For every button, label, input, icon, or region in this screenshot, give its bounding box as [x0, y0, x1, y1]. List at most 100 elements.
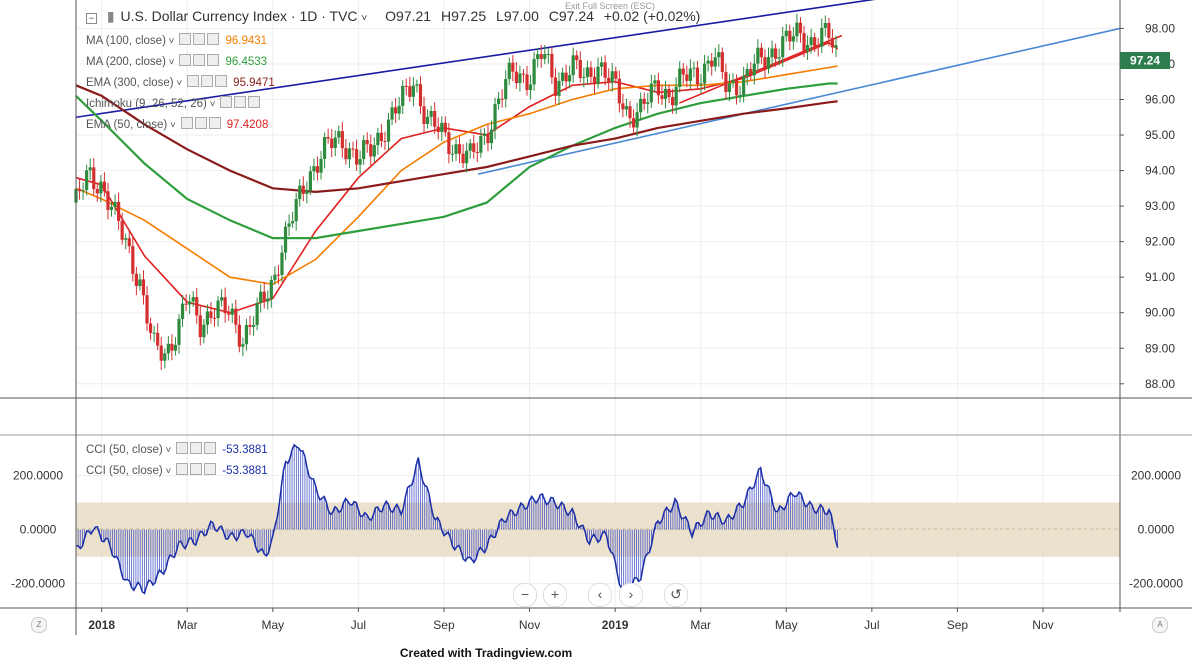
- candle-body: [621, 103, 625, 110]
- candle-body: [518, 73, 522, 84]
- chevron-down-icon[interactable]: ˅: [162, 466, 175, 477]
- legend-indicator-name[interactable]: MA (200, close): [86, 56, 166, 68]
- candle-body: [394, 107, 398, 114]
- scroll-right-button[interactable]: ›: [619, 583, 643, 607]
- legend-row[interactable]: Ichimoku (9, 26, 52, 26) ˅: [86, 96, 263, 112]
- legend-indicator-name[interactable]: EMA (50, close): [86, 119, 168, 131]
- chevron-down-icon[interactable]: ˅: [167, 120, 179, 131]
- settings-icon[interactable]: [234, 96, 247, 108]
- candle-body: [688, 68, 692, 81]
- candle-body: [425, 116, 430, 124]
- settings-icon[interactable]: [200, 75, 213, 87]
- legend-indicator-name[interactable]: CCI (50, close): [86, 444, 163, 456]
- price-tick-label: 93.00: [1145, 199, 1175, 213]
- candle-body: [216, 300, 220, 318]
- candle-body: [386, 119, 391, 142]
- candle-body: [383, 141, 387, 143]
- ohlc-low: L97.00: [496, 8, 539, 24]
- price-badge-value: 97.24: [1130, 54, 1160, 68]
- candle-body: [273, 274, 277, 280]
- candle-body: [734, 80, 739, 96]
- cci-histogram: [75, 444, 839, 594]
- legend-indicator-name[interactable]: CCI (50, close): [86, 465, 163, 477]
- close-icon[interactable]: [207, 33, 220, 45]
- eye-icon[interactable]: [220, 96, 233, 108]
- footer-credit: Created with Tradingview.com: [399, 646, 573, 660]
- ohlc-change: +0.02 (+0.02%): [603, 8, 701, 24]
- eye-icon[interactable]: [186, 75, 199, 87]
- candle-body: [301, 185, 305, 194]
- eye-icon[interactable]: [179, 33, 192, 45]
- candle-body: [628, 106, 632, 119]
- candle-body: [99, 181, 103, 194]
- candle-body: [457, 144, 462, 154]
- candle-body: [749, 69, 753, 76]
- zoom-in-button[interactable]: +: [543, 583, 567, 607]
- reset-chart-button[interactable]: ↺: [664, 583, 688, 607]
- candle-body: [631, 118, 636, 128]
- ohlc-open: O97.21: [385, 8, 432, 24]
- legend-indicator-value: 95.9471: [229, 77, 275, 89]
- candle-body: [805, 44, 810, 52]
- candle-body: [653, 80, 657, 84]
- auto-scale-right-icon[interactable]: A: [1152, 617, 1168, 633]
- legend-row[interactable]: EMA (300, close) ˅ 95.9471: [86, 75, 275, 91]
- settings-icon[interactable]: [190, 463, 203, 475]
- candle-body: [170, 343, 174, 351]
- exit-full-screen-hint[interactable]: Exit Full Screen (ESC): [565, 1, 656, 11]
- candle-body: [827, 23, 831, 38]
- eye-icon[interactable]: [180, 117, 193, 129]
- trendline: [478, 27, 1121, 175]
- candle-body: [326, 137, 330, 139]
- chevron-down-icon[interactable]: ˅: [165, 36, 178, 47]
- legend-row[interactable]: MA (100, close) ˅ 96.9431: [86, 33, 267, 49]
- candle-body: [333, 137, 337, 149]
- candle-body: [823, 23, 827, 28]
- scroll-left-button[interactable]: ‹: [588, 583, 612, 607]
- candle-body: [411, 85, 415, 97]
- candle-body: [85, 170, 89, 190]
- legend-row[interactable]: EMA (50, close) ˅ 97.4208: [86, 117, 268, 133]
- symbol-title[interactable]: U.S. Dollar Currency Index · 1D · TVC: [120, 8, 358, 24]
- settings-icon[interactable]: [193, 54, 206, 66]
- eye-icon[interactable]: [176, 442, 189, 454]
- close-icon[interactable]: [204, 442, 217, 454]
- close-icon[interactable]: [208, 117, 221, 129]
- close-icon[interactable]: [204, 463, 217, 475]
- legend-indicator-name[interactable]: Ichimoku (9, 26, 52, 26): [86, 98, 207, 110]
- chevron-down-icon[interactable]: ˅: [206, 99, 219, 110]
- zoom-out-button[interactable]: −: [513, 583, 537, 607]
- settings-icon[interactable]: [194, 117, 207, 129]
- settings-icon[interactable]: [190, 442, 203, 454]
- eye-icon[interactable]: [179, 54, 192, 66]
- close-icon[interactable]: [207, 54, 220, 66]
- close-icon[interactable]: [214, 75, 227, 87]
- close-icon[interactable]: [248, 96, 261, 108]
- eye-icon[interactable]: [176, 463, 189, 475]
- legend-indicator-name[interactable]: MA (100, close): [86, 35, 166, 47]
- candle-body: [788, 30, 792, 42]
- legend-row[interactable]: CCI (50, close) ˅ -53.3881: [86, 463, 268, 479]
- auto-scale-left-icon[interactable]: Z: [31, 617, 47, 633]
- candle-body: [113, 201, 117, 207]
- candle-body: [465, 150, 469, 164]
- price-tick-label: 90.00: [1145, 306, 1175, 320]
- chevron-down-icon[interactable]: ˅: [165, 57, 178, 68]
- legend-row[interactable]: CCI (50, close) ˅ -53.3881: [86, 442, 268, 458]
- collapse-icon[interactable]: −: [86, 13, 97, 24]
- candle-body: [649, 83, 653, 103]
- settings-icon[interactable]: [193, 33, 206, 45]
- candle-body: [695, 67, 700, 85]
- ohlc-close: C97.24: [548, 8, 594, 24]
- candle-body: [340, 131, 344, 149]
- chevron-down-icon[interactable]: ˅: [173, 78, 185, 89]
- legend-row[interactable]: MA (200, close) ˅ 96.4533: [86, 54, 267, 70]
- cci-tick-label-right: 0.0000: [1138, 523, 1175, 537]
- candle-body: [287, 223, 291, 227]
- price-tick-label: 95.00: [1145, 128, 1175, 142]
- price-tick-label: 89.00: [1145, 341, 1175, 355]
- legend-indicator-name[interactable]: EMA (300, close): [86, 77, 174, 89]
- chevron-down-icon[interactable]: ˅: [162, 445, 175, 456]
- chevron-down-icon[interactable]: ˅: [361, 13, 368, 24]
